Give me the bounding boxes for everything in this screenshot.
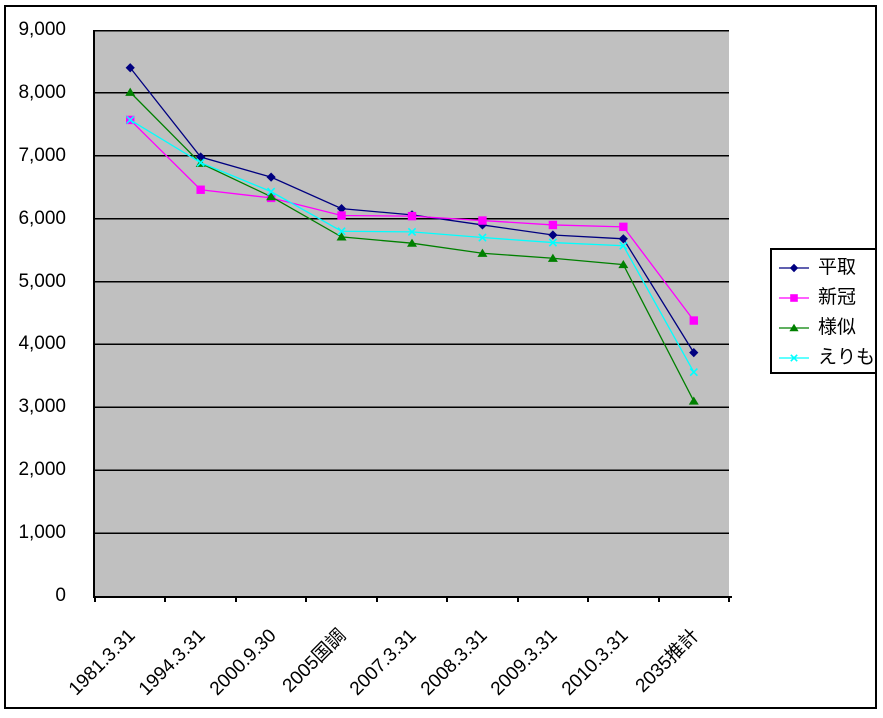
data-point-様似	[618, 259, 629, 269]
legend-marker-triangle-icon	[779, 323, 809, 332]
legend-marker	[790, 354, 798, 362]
legend-marker-x-icon	[779, 354, 809, 362]
y-tick-label: 6,000	[18, 207, 66, 229]
legend-marker	[789, 263, 799, 273]
y-tick-label: 7,000	[18, 144, 66, 166]
y-tick-label: 4,000	[18, 333, 66, 355]
legend-label: 平取	[818, 257, 857, 278]
data-point-平取	[548, 230, 558, 240]
legend-marker-square-icon	[779, 294, 809, 302]
y-tick-label: 5,000	[18, 270, 66, 292]
data-point-えりも	[126, 115, 135, 125]
x-tick-mark	[446, 598, 449, 602]
series-line-平取	[129, 67, 695, 353]
y-tick-label: 9,000	[18, 19, 66, 40]
data-point-平取	[618, 234, 628, 244]
data-point-平取	[689, 348, 699, 358]
legend-label: 様似	[818, 317, 857, 338]
y-axis-line	[93, 30, 95, 598]
x-tick-mark	[164, 598, 167, 602]
data-point-様似	[477, 248, 488, 257]
x-tick-mark	[94, 598, 96, 602]
data-point-平取	[125, 63, 135, 73]
plot-area	[95, 30, 729, 596]
legend-label: えりも	[818, 347, 876, 368]
legend-marker-diamond-icon	[779, 263, 809, 273]
x-tick-mark	[516, 598, 519, 602]
x-axis-line	[93, 596, 732, 598]
data-point-えりも	[548, 238, 558, 247]
data-point-新冠	[478, 216, 487, 225]
y-tick-label: 1,000	[18, 522, 66, 544]
y-tick-label: 0	[55, 585, 66, 606]
data-point-新冠	[196, 185, 205, 194]
data-point-様似	[266, 192, 277, 201]
data-point-えりも	[337, 227, 346, 236]
data-point-えりも	[478, 233, 487, 242]
legend-item-平取: 平取	[772, 253, 875, 283]
legend: 平取 新冠 様似 えりも	[770, 248, 877, 374]
data-point-様似	[688, 396, 699, 405]
data-point-様似	[547, 253, 558, 262]
plot-svg	[95, 30, 729, 534]
legend-item-様似: 様似	[772, 313, 875, 343]
x-tick-mark	[375, 598, 378, 602]
data-point-えりも	[407, 227, 417, 237]
data-point-えりも	[266, 187, 276, 196]
data-point-新冠	[689, 316, 698, 325]
data-point-えりも	[196, 158, 205, 167]
data-point-新冠	[337, 211, 346, 220]
data-point-平取	[266, 172, 276, 182]
x-tick-mark	[587, 598, 590, 602]
data-point-新冠	[407, 211, 417, 221]
x-tick-mark	[728, 598, 730, 602]
legend-item-新冠: 新冠	[772, 283, 875, 313]
data-point-えりも	[619, 241, 628, 250]
data-point-様似	[125, 87, 136, 96]
y-tick-label: 2,000	[18, 459, 66, 481]
y-tick-label: 3,000	[18, 396, 66, 418]
data-point-えりも	[689, 367, 698, 377]
legend-item-えりも: えりも	[772, 343, 875, 373]
data-point-新冠	[619, 222, 628, 232]
data-point-平取	[336, 204, 347, 214]
legend-label: 新冠	[818, 287, 857, 308]
legend-marker	[789, 323, 799, 332]
data-point-様似	[407, 238, 417, 247]
x-tick-mark	[657, 598, 660, 602]
x-tick-mark	[234, 598, 237, 602]
x-tick-mark	[305, 598, 308, 602]
y-tick-label: 8,000	[18, 81, 66, 103]
data-point-新冠	[548, 220, 558, 230]
legend-marker	[790, 294, 798, 302]
data-point-様似	[336, 232, 347, 241]
